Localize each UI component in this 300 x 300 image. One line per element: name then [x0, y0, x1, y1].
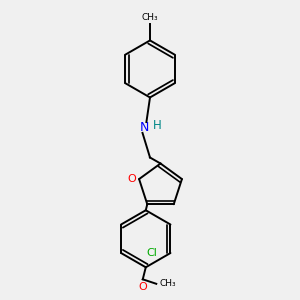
Text: CH₃: CH₃ — [159, 279, 176, 288]
Text: O: O — [138, 282, 147, 292]
Text: Cl: Cl — [146, 248, 157, 258]
Text: CH₃: CH₃ — [142, 13, 158, 22]
Text: H: H — [153, 119, 162, 133]
Text: O: O — [127, 174, 136, 184]
Text: N: N — [139, 121, 149, 134]
